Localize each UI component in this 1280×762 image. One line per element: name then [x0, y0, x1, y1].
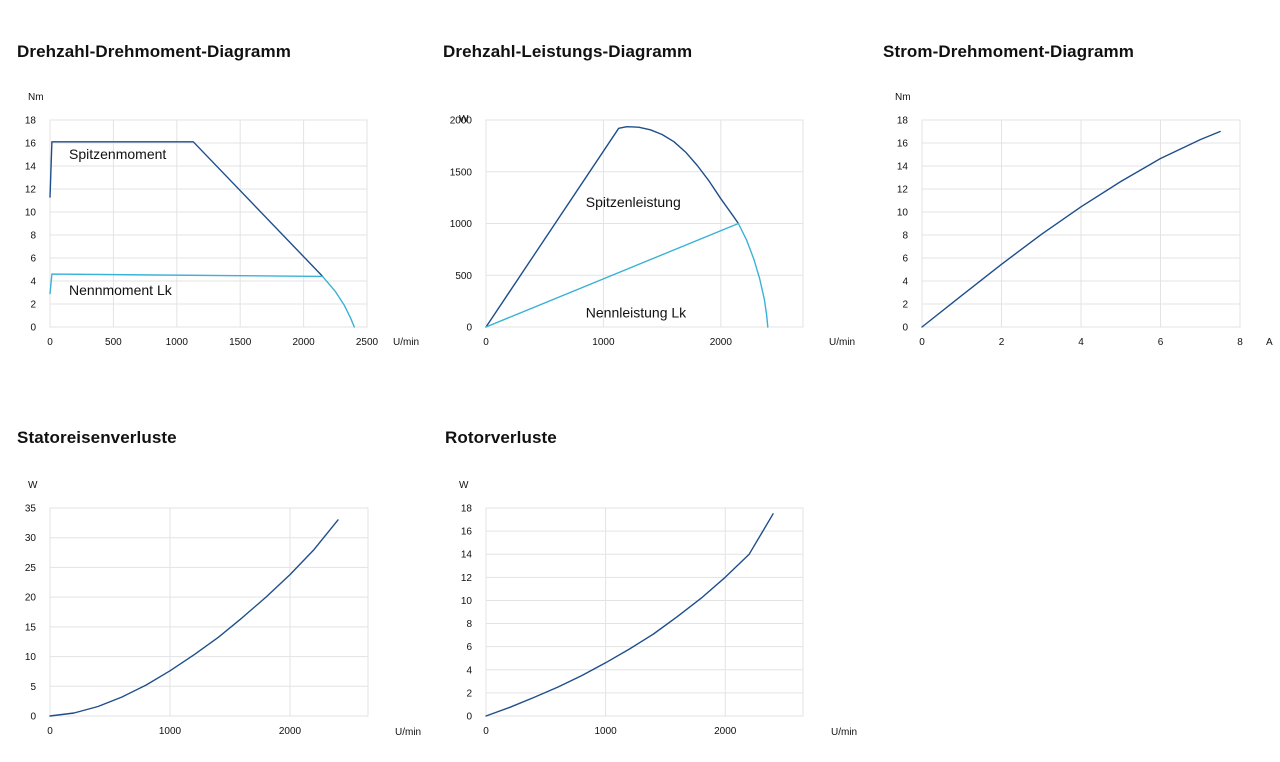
y-tick-label: 10 — [897, 208, 909, 219]
y-tick-label: 4 — [30, 277, 36, 288]
y-tick-label: 14 — [897, 162, 909, 173]
y-tick-label: 18 — [897, 116, 909, 127]
chart-title-strom-drehmoment: Strom-Drehmoment-Diagramm — [883, 42, 1134, 61]
x-tick-label: 2000 — [279, 726, 302, 737]
x-tick-label: 0 — [483, 337, 489, 348]
y-tick-label: 1500 — [450, 167, 473, 178]
x-tick-label: 1000 — [592, 337, 615, 348]
y-tick-label: 500 — [455, 271, 472, 282]
x-tick-label: 2000 — [710, 337, 733, 348]
y-tick-label: 10 — [25, 652, 37, 663]
y-tick-label: 4 — [466, 665, 472, 676]
y-axis-label: W — [459, 114, 469, 125]
y-tick-label: 4 — [902, 277, 908, 288]
series-line — [321, 275, 355, 328]
y-tick-label: 8 — [30, 231, 36, 242]
y-tick-label: 12 — [461, 573, 473, 584]
plot-frame — [485, 507, 804, 717]
y-tick-label: 18 — [25, 116, 37, 127]
chart-title-drehzahl-drehmoment: Drehzahl-Drehmoment-Diagramm — [17, 42, 291, 61]
chart-title-drehzahl-leistung: Drehzahl-Leistungs-Diagramm — [443, 42, 693, 61]
y-tick-label: 0 — [466, 323, 472, 334]
y-tick-label: 25 — [25, 563, 37, 574]
annotation-label: Spitzenmoment — [69, 146, 166, 162]
y-tick-label: 5 — [30, 682, 36, 693]
y-tick-label: 30 — [25, 533, 37, 544]
chart-statoreisenverluste: 0 5 10 15 20 25 30 35 0 1000 2000 W U/min — [25, 480, 421, 738]
y-tick-label: 0 — [30, 712, 36, 723]
series-line — [49, 519, 339, 717]
x-tick-label: 8 — [1237, 337, 1243, 348]
x-tick-label: 1000 — [166, 337, 189, 348]
y-tick-label: 8 — [902, 231, 908, 242]
series-line-spitzenmoment — [49, 141, 324, 278]
y-tick-label: 18 — [461, 504, 473, 515]
y-tick-label: 2 — [466, 688, 472, 699]
y-tick-label: 16 — [461, 527, 473, 538]
x-tick-label: 2000 — [714, 726, 737, 737]
x-tick-label: 6 — [1158, 337, 1164, 348]
chart-title-statoreisenverluste: Statoreisenverluste — [17, 428, 177, 447]
y-tick-label: 8 — [466, 619, 472, 630]
y-axis-label: W — [459, 480, 469, 491]
x-tick-label: 500 — [105, 337, 122, 348]
x-axis-label: A — [1266, 337, 1273, 348]
y-tick-label: 12 — [25, 185, 37, 196]
y-tick-label: 35 — [25, 504, 37, 515]
x-tick-label: 0 — [483, 726, 489, 737]
x-tick-label: 2 — [999, 337, 1005, 348]
x-tick-label: 4 — [1078, 337, 1084, 348]
series-line-nennleistung-lk — [485, 222, 740, 328]
annotation-label: Nennleistung Lk — [586, 305, 687, 321]
x-axis-label: U/min — [831, 727, 857, 738]
x-axis-label: U/min — [829, 337, 855, 348]
series-line — [485, 513, 774, 717]
y-tick-label: 6 — [902, 254, 908, 265]
y-tick-label: 0 — [466, 712, 472, 723]
x-tick-label: 0 — [47, 337, 53, 348]
x-tick-label: 2000 — [292, 337, 315, 348]
y-tick-label: 15 — [25, 622, 37, 633]
y-tick-label: 16 — [25, 139, 37, 150]
annotation-label: Nennmoment Lk — [69, 282, 173, 298]
y-axis-label: Nm — [895, 92, 911, 103]
y-tick-label: 16 — [897, 139, 909, 150]
x-tick-label: 1500 — [229, 337, 252, 348]
chart-rotorverluste: 0 2 4 6 8 10 12 14 16 18 0 1000 2000 W U/min — [459, 480, 857, 738]
series-line — [737, 222, 769, 328]
y-tick-label: 14 — [461, 550, 473, 561]
y-tick-label: 0 — [902, 323, 908, 334]
x-axis-label: U/min — [395, 727, 421, 738]
x-axis-label: U/min — [393, 337, 419, 348]
x-tick-label: 2500 — [356, 337, 379, 348]
chart-drehzahl-drehmoment: 0 2 4 6 8 10 12 14 16 18 0 500 1000 1500 2000 2500 Nm U/m… — [25, 92, 419, 348]
x-tick-label: 1000 — [594, 726, 617, 737]
x-tick-label: 0 — [47, 726, 53, 737]
series-line — [921, 130, 1221, 328]
chart-title-rotorverluste: Rotorverluste — [445, 428, 557, 447]
series-line-spitzenleistung — [485, 125, 740, 328]
y-tick-label: 2 — [30, 300, 36, 311]
series-line-nennmoment-lk — [49, 273, 324, 295]
y-tick-label: 20 — [25, 593, 37, 604]
y-axis-label: W — [28, 480, 38, 491]
y-axis-label: Nm — [28, 92, 44, 103]
y-tick-label: 0 — [30, 323, 36, 334]
y-tick-label: 2000 — [450, 116, 473, 127]
y-tick-label: 6 — [466, 642, 472, 653]
y-tick-label: 12 — [897, 185, 909, 196]
y-tick-label: 10 — [461, 596, 473, 607]
y-tick-label: 2 — [902, 300, 908, 311]
annotation-label: Spitzenleistung — [586, 194, 681, 210]
plot-frame — [49, 507, 369, 717]
y-tick-label: 14 — [25, 162, 37, 173]
x-tick-label: 1000 — [159, 726, 182, 737]
x-tick-label: 0 — [919, 337, 925, 348]
y-tick-label: 10 — [25, 208, 37, 219]
y-tick-label: 1000 — [450, 219, 473, 230]
chart-strom-drehmoment: 0 2 4 6 8 10 12 14 16 18 0 2 4 6 8 Nm A — [895, 92, 1273, 348]
y-tick-label: 6 — [30, 254, 36, 265]
